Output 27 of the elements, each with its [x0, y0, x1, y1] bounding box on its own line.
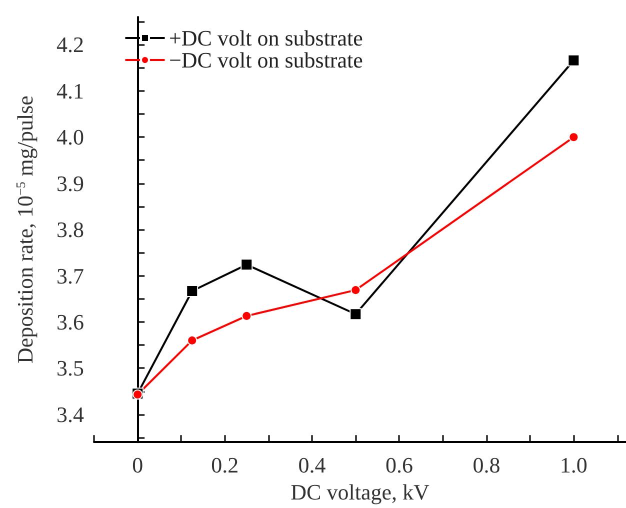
y-tick-label: 3.8 [56, 217, 84, 242]
legend-label: −DC volt on substrate [169, 48, 363, 72]
x-tick-label: 0.2 [211, 452, 239, 478]
x-tick-label: 0.8 [472, 452, 500, 478]
y-tick-label: 3.4 [56, 402, 84, 427]
x-tick-label: 1.0 [560, 452, 588, 478]
legend-label: +DC volt on substrate [169, 26, 363, 50]
point [186, 285, 198, 298]
y-tick-label: 4.1 [56, 78, 84, 104]
y-tick-label: 3.9 [56, 170, 84, 196]
y-axis-title: Deposition rate, 10−5 mg/pulse [12, 96, 38, 364]
x-tick-label: 0.6 [385, 452, 413, 478]
x-tick-label: 0 [132, 452, 144, 478]
y-tick-label: 4.0 [56, 124, 84, 150]
point [242, 310, 252, 321]
point [350, 308, 362, 320]
point [240, 258, 253, 271]
x-tick-label: 0.4 [298, 452, 326, 478]
point [568, 132, 579, 142]
point [350, 285, 361, 296]
y-tick-label: 3.6 [56, 309, 84, 334]
point [187, 335, 198, 346]
x-axis-title: DC voltage, kV [290, 480, 430, 504]
y-tick-label: 3.7 [56, 263, 84, 288]
point [568, 54, 580, 66]
y-tick-label: 4.2 [56, 32, 84, 58]
y-tick-label: 3.5 [56, 356, 84, 381]
